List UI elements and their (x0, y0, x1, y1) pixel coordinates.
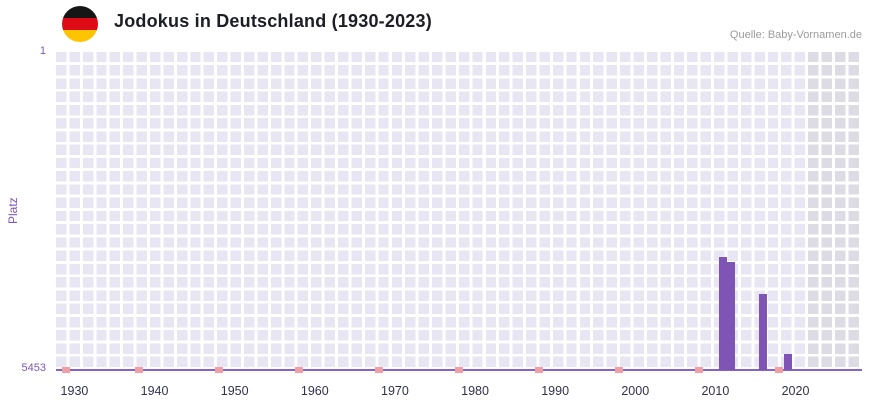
chart-plot (56, 52, 862, 373)
x-tick-label: 1930 (60, 384, 89, 398)
no-data-marker (615, 367, 624, 373)
x-tick-label: 2020 (781, 384, 810, 398)
bar[interactable] (719, 256, 728, 370)
bar[interactable] (727, 261, 736, 370)
no-data-marker (62, 367, 71, 373)
bar[interactable] (783, 354, 792, 370)
german-flag-icon (62, 6, 98, 42)
no-data-marker (535, 367, 544, 373)
x-tick-label: 2010 (701, 384, 730, 398)
x-tick-label: 1970 (381, 384, 409, 398)
no-data-marker (455, 367, 463, 373)
no-data-marker (374, 367, 383, 373)
x-tick-label: 2000 (621, 384, 650, 398)
source-attribution: Quelle: Baby-Vornamen.de (729, 29, 862, 41)
no-data-marker (294, 367, 303, 373)
y-tick-max: 1 (39, 45, 46, 57)
no-data-marker (214, 367, 223, 373)
x-tick-label: 1990 (541, 384, 570, 398)
x-tick-label: 1950 (220, 384, 249, 398)
x-tick-label: 1940 (140, 384, 169, 398)
no-data-marker (775, 367, 784, 373)
x-tick-label: 1960 (300, 384, 329, 398)
y-tick-min: 5453 (21, 362, 46, 374)
x-axis-labels: 1930 1940 1950 1960 1970 1980 1990 2000 2010 2020 (56, 384, 862, 402)
no-data-marker (134, 367, 143, 373)
x-tick-label: 1980 (461, 384, 489, 398)
page-title: Jodokus in Deutschland (1930-2023) (114, 11, 432, 31)
no-data-marker (695, 367, 704, 373)
y-axis-label: Platz (6, 197, 20, 225)
bar[interactable] (759, 293, 768, 370)
